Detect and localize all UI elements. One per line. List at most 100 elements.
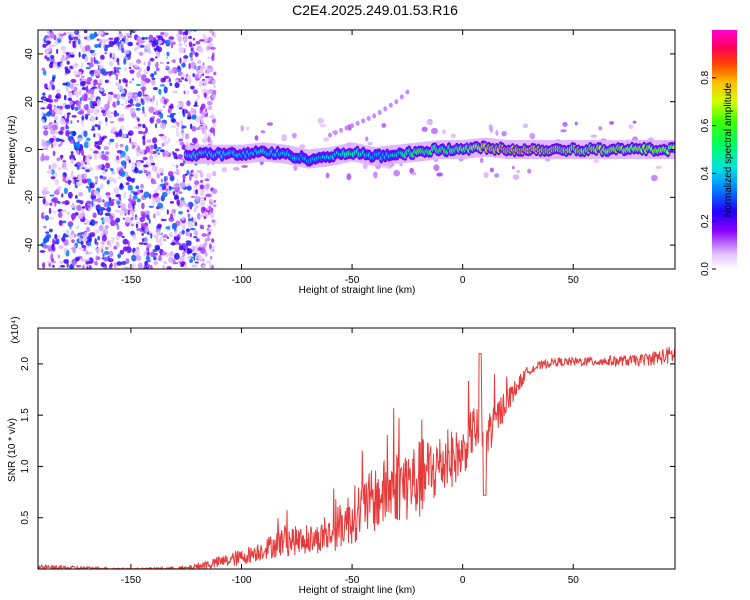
noise-blob <box>183 38 187 41</box>
noise-blob <box>120 96 126 100</box>
noise-blob <box>169 200 175 204</box>
noise-blob <box>192 245 195 252</box>
snr-x-tick-label: -50 <box>345 575 360 586</box>
noise-blob <box>118 205 121 209</box>
noise-blob <box>159 61 164 64</box>
noise-blob <box>144 210 151 215</box>
noise-blob <box>124 153 128 160</box>
noise-blob <box>201 264 207 268</box>
noise-blob <box>174 79 179 83</box>
noise-blob <box>74 83 80 86</box>
noise-blob <box>198 46 204 53</box>
noise-blob <box>85 218 90 225</box>
noise-blob <box>159 183 164 187</box>
noise-blob <box>65 123 68 129</box>
noise-blob <box>177 154 183 160</box>
noise-blob <box>194 98 198 103</box>
noise-blob <box>107 141 112 145</box>
noise-blob <box>127 209 131 216</box>
noise-blob <box>96 86 99 91</box>
noise-blob <box>145 173 149 176</box>
noise-blob <box>88 235 91 243</box>
noise-blob <box>144 260 149 266</box>
noise-blob <box>246 126 250 131</box>
noise-blob <box>319 124 327 128</box>
noise-blob <box>204 178 209 182</box>
colorbar-gradient <box>712 30 737 269</box>
noise-blob <box>211 170 217 177</box>
noise-blob <box>50 143 54 149</box>
noise-blob <box>42 244 49 249</box>
noise-blob <box>155 211 161 216</box>
noise-blob <box>113 178 117 184</box>
noise-blob <box>184 133 190 140</box>
noise-blob <box>197 247 203 251</box>
noise-blob <box>95 255 98 262</box>
noise-blob <box>41 119 45 123</box>
noise-blob <box>84 258 91 262</box>
noise-blob <box>91 50 96 53</box>
noise-blob <box>141 111 146 114</box>
noise-blob <box>203 128 207 133</box>
noise-blob <box>178 42 182 47</box>
noise-blob <box>122 246 129 252</box>
noise-blob <box>195 115 201 123</box>
noise-blob <box>153 143 158 150</box>
noise-blob <box>94 260 98 266</box>
noise-blob <box>144 236 148 244</box>
noise-blob <box>60 45 67 51</box>
noise-blob <box>171 164 175 167</box>
noise-blob <box>159 112 164 119</box>
noise-blob <box>106 216 111 224</box>
noise-blob <box>209 201 214 206</box>
noise-blob <box>126 176 132 182</box>
noise-blob <box>65 52 70 55</box>
noise-blob <box>70 204 76 208</box>
noise-blob <box>172 171 177 175</box>
noise-blob <box>204 211 209 218</box>
spectrogram-noise-cloud <box>39 30 669 269</box>
noise-blob <box>159 149 165 153</box>
snr-y-tick-label: 2.0 <box>20 357 31 371</box>
noise-blob <box>77 111 84 115</box>
noise-blob <box>54 116 59 120</box>
noise-blob <box>178 47 185 54</box>
noise-blob <box>71 239 75 243</box>
noise-blob <box>60 154 63 160</box>
noise-blob <box>155 201 159 205</box>
noise-blob <box>135 217 139 220</box>
noise-blob <box>98 224 104 232</box>
noise-blob <box>43 130 49 136</box>
noise-blob <box>140 97 143 104</box>
noise-blob <box>209 127 216 134</box>
noise-blob <box>206 67 211 74</box>
noise-blob <box>42 69 47 76</box>
noise-blob <box>110 262 113 268</box>
noise-blob <box>62 160 67 163</box>
branch-blob <box>372 113 377 119</box>
noise-blob <box>42 113 49 117</box>
noise-blob <box>188 35 192 40</box>
noise-blob <box>209 46 216 50</box>
noise-blob <box>99 210 102 214</box>
noise-blob <box>178 191 183 194</box>
noise-blob <box>86 245 89 249</box>
noise-blob <box>113 261 117 269</box>
noise-blob <box>483 171 489 179</box>
noise-blob <box>104 44 111 48</box>
noise-blob <box>189 205 192 209</box>
noise-blob <box>144 44 150 50</box>
noise-blob <box>43 155 50 161</box>
noise-blob <box>108 240 115 244</box>
noise-blob <box>45 35 50 39</box>
noise-blob <box>140 183 144 189</box>
noise-blob <box>146 251 150 256</box>
noise-blob <box>188 62 191 70</box>
noise-blob <box>598 126 603 131</box>
noise-blob <box>108 266 113 269</box>
noise-blob <box>179 261 186 265</box>
noise-blob <box>152 95 155 101</box>
noise-blob <box>104 168 108 172</box>
noise-blob <box>171 208 177 214</box>
noise-blob <box>151 77 156 80</box>
